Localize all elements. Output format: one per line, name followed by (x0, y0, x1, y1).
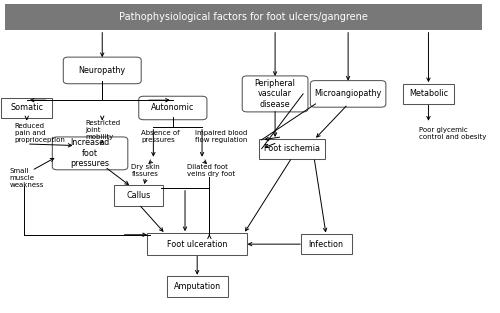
Text: Dilated foot
veins dry foot: Dilated foot veins dry foot (188, 164, 236, 177)
Text: Autonomic: Autonomic (151, 104, 194, 112)
FancyBboxPatch shape (403, 84, 454, 104)
Text: Restricted
joint
mobility: Restricted joint mobility (85, 120, 120, 140)
Text: Somatic: Somatic (10, 104, 43, 112)
Text: Reduced
pain and
proprioception: Reduced pain and proprioception (14, 123, 66, 143)
FancyBboxPatch shape (139, 96, 207, 120)
FancyBboxPatch shape (1, 98, 52, 118)
Text: Absence of
pressures: Absence of pressures (141, 130, 180, 143)
FancyBboxPatch shape (52, 137, 128, 170)
Text: Dry skin
fissures: Dry skin fissures (132, 164, 160, 177)
Text: Foot ischemia: Foot ischemia (264, 144, 320, 153)
Text: Peripheral
vascular
disease: Peripheral vascular disease (254, 79, 296, 109)
Text: Microangiopathy: Microangiopathy (314, 90, 382, 98)
Bar (5, 4, 482, 30)
Text: Impaired blood
flow regulation: Impaired blood flow regulation (195, 130, 247, 143)
FancyBboxPatch shape (148, 233, 247, 255)
Text: Amputation: Amputation (174, 282, 220, 291)
Text: Callus: Callus (126, 191, 151, 200)
Text: Poor glycemic
control and obesity: Poor glycemic control and obesity (418, 126, 486, 140)
Text: Foot ulceration: Foot ulceration (167, 240, 228, 249)
FancyBboxPatch shape (260, 138, 325, 159)
Text: Pathophysiological factors for foot ulcers/gangrene: Pathophysiological factors for foot ulce… (119, 12, 368, 22)
FancyBboxPatch shape (167, 276, 228, 297)
Text: Metabolic: Metabolic (409, 90, 448, 98)
FancyBboxPatch shape (64, 57, 141, 84)
FancyBboxPatch shape (242, 76, 308, 112)
FancyBboxPatch shape (310, 81, 386, 107)
Text: Increased
foot
pressures: Increased foot pressures (70, 138, 110, 168)
Text: Neuropathy: Neuropathy (78, 66, 126, 75)
FancyBboxPatch shape (114, 185, 163, 206)
FancyBboxPatch shape (300, 234, 352, 254)
Text: Infection: Infection (308, 240, 344, 249)
Text: Small
muscle
weakness: Small muscle weakness (10, 168, 44, 188)
